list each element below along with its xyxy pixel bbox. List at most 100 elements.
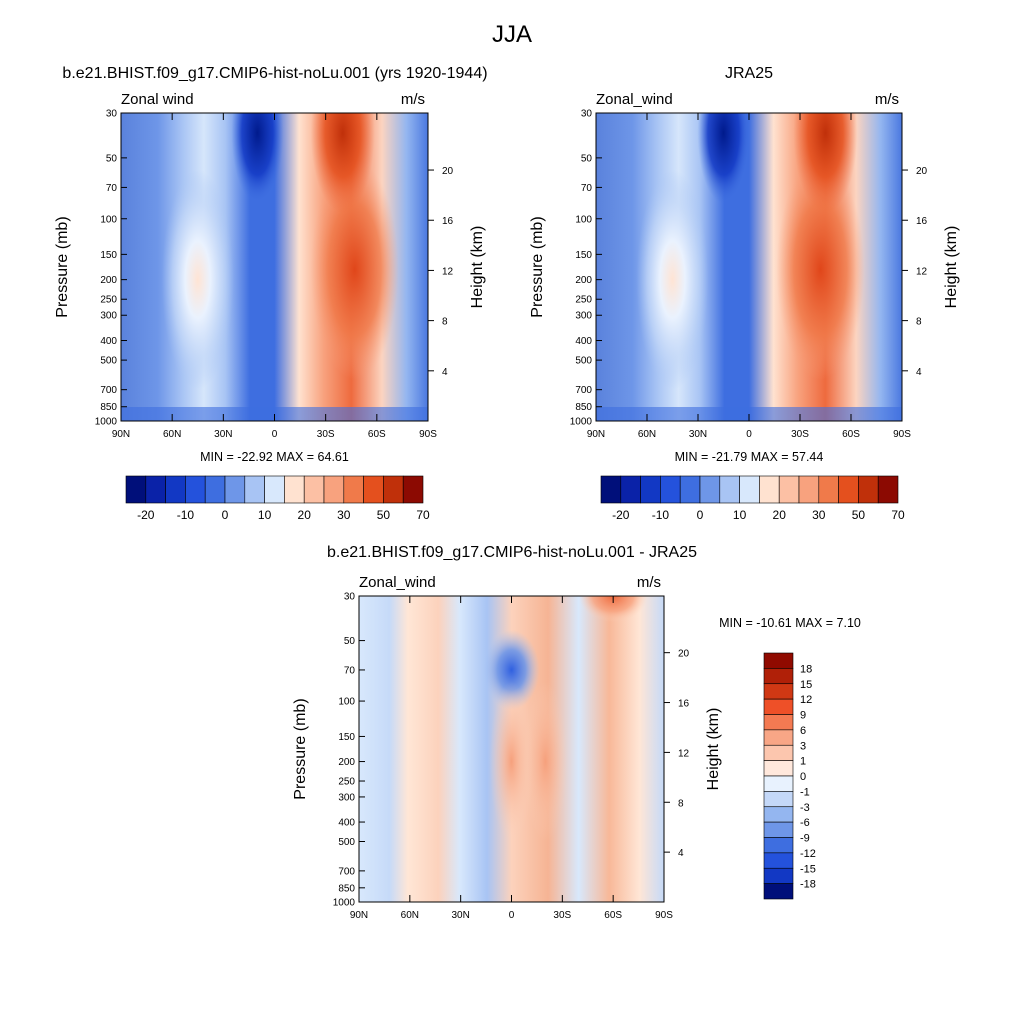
x-tick-label: 60N	[163, 429, 181, 440]
colorbar-label: 30	[337, 508, 351, 522]
colorbar-swatch	[763, 867, 794, 884]
colorbar-swatch	[763, 852, 794, 869]
field-extremum	[483, 629, 540, 710]
colorbar-label: -18	[800, 879, 816, 891]
panel-title: b.e21.BHIST.f09_g17.CMIP6-hist-noLu.001 …	[62, 65, 487, 82]
y-tick-label: 150	[100, 250, 117, 261]
y-tick-label: 1000	[570, 417, 593, 428]
colorbar-label: -20	[612, 508, 630, 522]
y-tick-label: 850	[100, 402, 117, 413]
y-tick-label: 500	[338, 837, 355, 848]
field-features	[596, 113, 902, 421]
colorbar-label: -3	[800, 802, 810, 814]
colorbar-label: 9	[800, 710, 806, 722]
y-tick-label: 50	[581, 153, 593, 164]
y-tick-label: 400	[338, 818, 355, 829]
y-tick-label: 200	[338, 757, 355, 768]
colorbar-swatch	[303, 475, 325, 504]
colorbar-swatch	[640, 475, 661, 504]
colorbar-swatch	[763, 837, 794, 854]
height-tick-label: 20	[678, 649, 690, 660]
y-axis-label: Pressure (mb)	[529, 216, 546, 317]
colorbar-swatch	[763, 821, 794, 838]
colorbar-label: 30	[812, 508, 826, 522]
colorbar: -20 -10 0 10 20 30 50 70	[600, 475, 905, 522]
colorbar-swatch	[838, 475, 859, 504]
northern-westerly	[161, 169, 234, 390]
colorbar-swatch	[763, 806, 794, 823]
height-tick-label: 20	[442, 166, 454, 177]
colorbar-swatch	[763, 698, 794, 715]
colorbar-label: 18	[800, 663, 812, 675]
colorbar: 18 15 12 9 6 3 1 0 -1 -3 -6 -9 -12 -15 -18	[763, 652, 816, 900]
y-tick-label: 1000	[95, 417, 118, 428]
colorbar-label: 1	[800, 756, 806, 768]
y-tick-label: 300	[338, 792, 355, 803]
height-tick-label: 8	[442, 317, 448, 328]
colorbar-swatch	[858, 475, 879, 504]
colorbar-swatch	[763, 714, 794, 731]
colorbar-swatch	[798, 475, 820, 504]
colorbar-swatch	[264, 475, 285, 504]
x-tick-label: 90N	[112, 429, 130, 440]
y-tick-label: 500	[575, 356, 592, 367]
y-tick-label: 300	[100, 311, 117, 322]
colorbar-swatch	[660, 475, 681, 504]
colorbar-label: -6	[800, 817, 810, 829]
model-panel: b.e21.BHIST.f09_g17.CMIP6-hist-noLu.001 …	[54, 65, 488, 522]
colorbar-swatch	[877, 475, 899, 504]
colorbar-swatch	[343, 475, 364, 504]
field-extremum	[523, 681, 568, 842]
colorbar-label: 0	[222, 508, 229, 522]
colorbar-label: 70	[891, 508, 905, 522]
height-tick-label: 4	[678, 848, 684, 859]
x-tick-label: 90N	[587, 429, 605, 440]
x-tick-label: 90S	[419, 429, 437, 440]
colorbar-swatch	[739, 475, 760, 504]
colorbar-label: 15	[800, 679, 812, 691]
y-tick-label: 70	[106, 183, 118, 194]
y-tick-label: 200	[100, 275, 117, 286]
y-axis-label-right: Height (km)	[943, 226, 960, 309]
y-tick-label: 500	[100, 356, 117, 367]
subtropical-jet	[310, 159, 399, 380]
y-tick-label: 30	[106, 109, 118, 120]
colorbar-label: -10	[652, 508, 670, 522]
height-tick-label: 20	[916, 166, 928, 177]
y-tick-label: 400	[575, 336, 592, 347]
height-tick-label: 8	[916, 317, 922, 328]
colorbar-label: -20	[137, 508, 155, 522]
colorbar-swatch	[145, 475, 166, 504]
x-tick-label: 60S	[842, 429, 860, 440]
y-tick-label: 700	[575, 385, 592, 396]
y-tick-label: 100	[338, 697, 355, 708]
colorbar-label: -1	[800, 786, 810, 798]
y-tick-label: 1000	[333, 898, 356, 909]
colorbar-swatch	[778, 475, 800, 504]
colorbar-swatch	[763, 668, 794, 685]
colorbar-label: 6	[800, 725, 806, 737]
units-label: m/s	[637, 574, 661, 591]
height-tick-label: 8	[678, 798, 684, 809]
y-tick-label: 150	[338, 732, 355, 743]
colorbar-swatch	[185, 475, 206, 504]
y-tick-label: 700	[338, 866, 355, 877]
variable-label: Zonal_wind	[596, 91, 673, 108]
colorbar-label: -9	[800, 833, 810, 845]
y-axis-label: Pressure (mb)	[292, 698, 309, 799]
units-label: m/s	[875, 91, 899, 108]
colorbar-swatch	[679, 475, 701, 504]
x-tick-label: 90S	[655, 910, 673, 921]
colorbar-swatch	[699, 475, 721, 504]
x-tick-label: 30S	[317, 429, 335, 440]
x-tick-label: 30S	[553, 910, 571, 921]
colorbar-label: -15	[800, 863, 816, 875]
x-tick-label: 0	[746, 429, 752, 440]
height-tick-label: 12	[678, 748, 690, 759]
difference-panel: b.e21.BHIST.f09_g17.CMIP6-hist-noLu.001 …	[292, 544, 861, 921]
y-tick-label: 200	[575, 275, 592, 286]
x-tick-label: 90S	[893, 429, 911, 440]
colorbar-swatch	[284, 475, 305, 504]
x-tick-label: 90N	[350, 910, 368, 921]
